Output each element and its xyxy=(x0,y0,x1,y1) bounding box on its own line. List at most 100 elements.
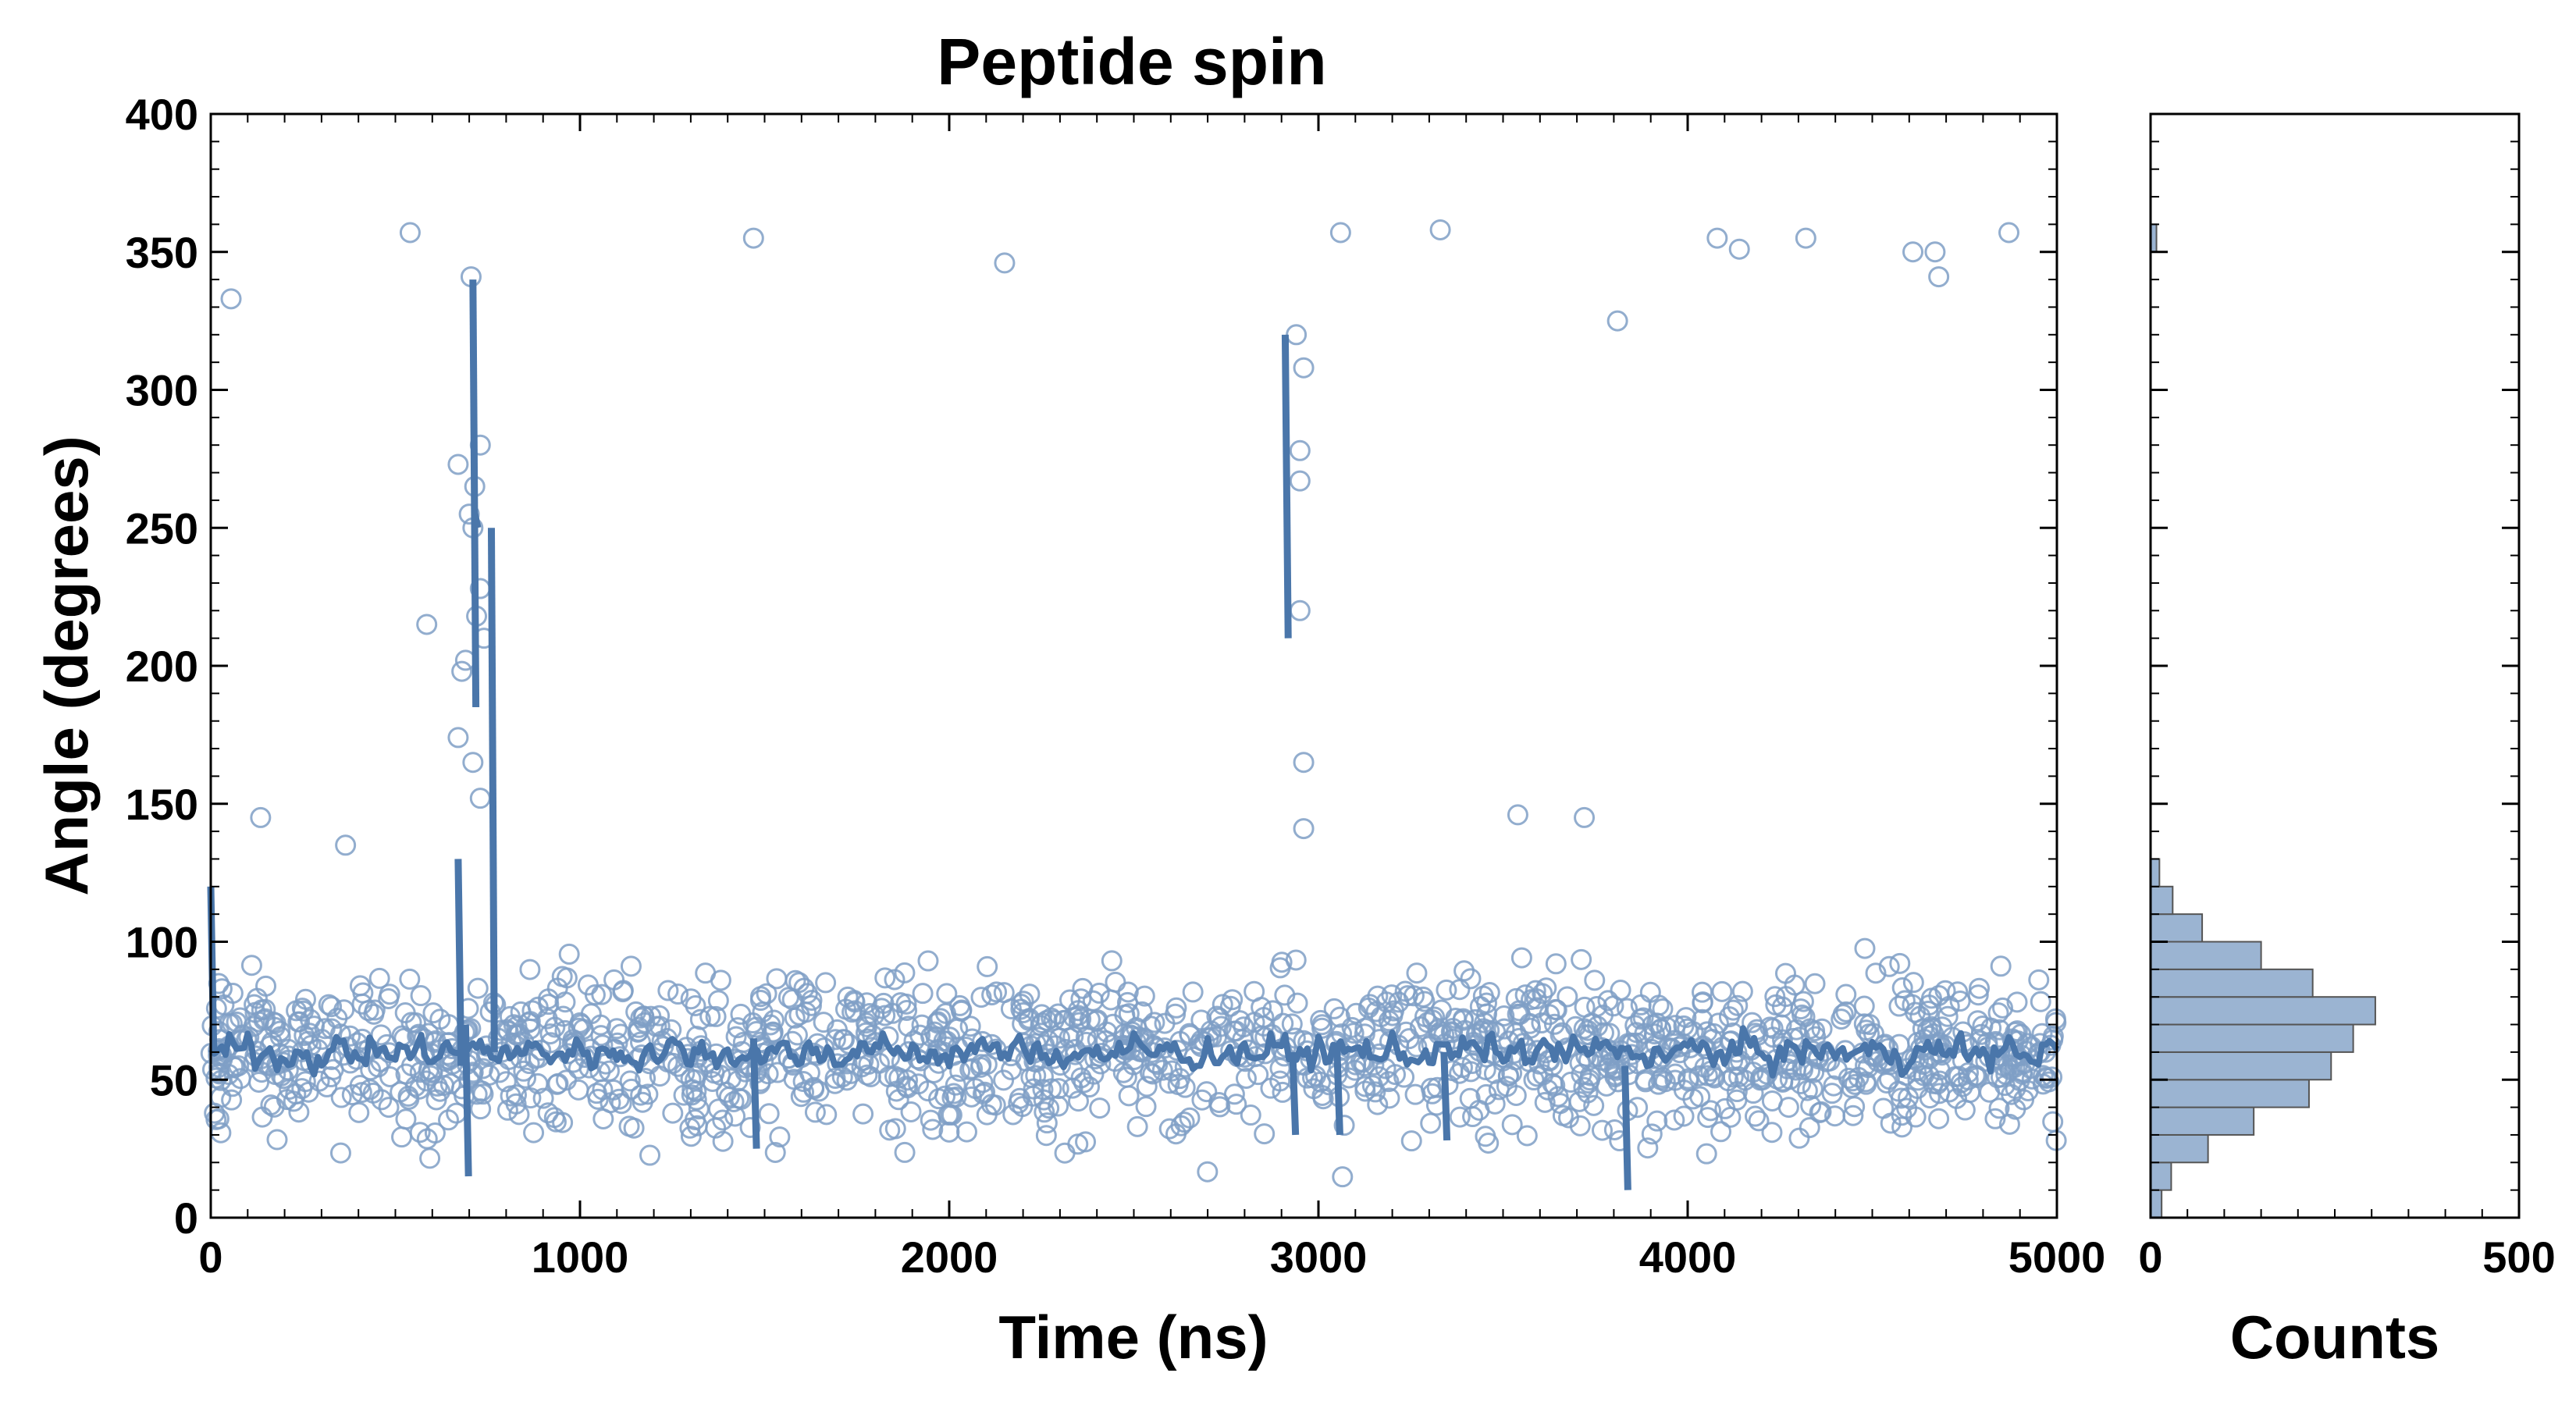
scatter-point xyxy=(1269,1058,1291,1080)
scatter-point xyxy=(523,1122,545,1144)
scatter-point xyxy=(851,1056,873,1078)
scatter-point xyxy=(1664,1015,1686,1037)
scatter-point xyxy=(467,977,489,999)
scatter-point xyxy=(1558,1107,1580,1129)
scatter-point xyxy=(1212,994,1233,1016)
scatter-point xyxy=(1920,1016,1942,1037)
histogram-bar xyxy=(2150,1106,2255,1136)
scatter-point xyxy=(1235,1067,1257,1089)
scatter-point xyxy=(917,1080,939,1102)
scatter-point xyxy=(368,967,390,989)
scatter-point xyxy=(1165,1123,1187,1145)
line-excursion xyxy=(454,859,465,1066)
scatter-point xyxy=(1332,1166,1354,1188)
x-tick-label: 3000 xyxy=(1270,1232,1368,1282)
scatter-point xyxy=(1688,1065,1710,1087)
scatter-point xyxy=(1835,984,1857,1005)
scatter-point xyxy=(1483,1062,1505,1084)
scatter-point xyxy=(360,1059,382,1081)
scatter-point xyxy=(912,983,934,1005)
scatter-point xyxy=(1493,1005,1515,1027)
scatter-point xyxy=(1714,1097,1736,1119)
scatter-point xyxy=(351,993,373,1015)
histogram-bars xyxy=(2150,223,2376,1219)
scatter-point xyxy=(1210,1016,1232,1037)
scatter-point xyxy=(1571,1063,1592,1085)
scatter-point xyxy=(1966,1065,1987,1087)
scatter-point xyxy=(974,1081,996,1103)
scatter-point xyxy=(1790,1072,1812,1094)
y-tick-label: 250 xyxy=(126,503,198,553)
hist-x-tick-label: 0 xyxy=(2138,1232,2162,1282)
scatter-point xyxy=(508,1104,530,1126)
scatter-point xyxy=(612,981,634,1003)
scatter-point xyxy=(1928,1083,1950,1104)
scatter-point xyxy=(1329,222,1351,244)
scatter-point xyxy=(1036,1112,1058,1134)
scatter-point xyxy=(1505,1084,1527,1106)
scatter-point xyxy=(619,1070,641,1092)
scatter-point xyxy=(695,962,717,984)
scatter-point xyxy=(1293,818,1315,840)
scatter-point xyxy=(1151,1059,1173,1081)
scatter-point xyxy=(1139,1062,1161,1083)
scatter-point xyxy=(537,1102,559,1124)
scatter-point xyxy=(1118,1085,1140,1107)
scatter-point xyxy=(758,1103,780,1125)
scatter-point xyxy=(1281,1013,1303,1035)
scatter-point xyxy=(1378,1071,1400,1093)
scatter-point xyxy=(1048,1003,1069,1025)
scatter-point xyxy=(1516,1125,1538,1147)
scatter-point xyxy=(244,994,265,1016)
scatter-point xyxy=(1692,991,1713,1013)
scatter-point xyxy=(639,1144,661,1166)
scatter-point xyxy=(1673,1105,1695,1127)
scatter-point xyxy=(2005,1078,2026,1100)
scatter-point xyxy=(816,1104,838,1126)
scatter-point xyxy=(1115,1066,1137,1088)
scatter-point xyxy=(1063,1006,1085,1028)
scatter-point xyxy=(513,1060,535,1082)
scatter-point xyxy=(1677,1018,1699,1040)
scatter-point xyxy=(1285,949,1307,971)
line-excursion xyxy=(749,1038,760,1149)
scatter-point xyxy=(1035,1125,1057,1147)
scatter-point xyxy=(477,1043,499,1065)
scatter-point xyxy=(784,1007,806,1029)
scatter-point xyxy=(680,988,702,1010)
scatter-point xyxy=(723,1091,745,1113)
scatter-point xyxy=(977,955,998,977)
scatter-point xyxy=(1646,1110,1668,1132)
scatter-point xyxy=(1136,1076,1158,1097)
scatter-point xyxy=(1341,1016,1363,1038)
scatter-point xyxy=(1223,1020,1245,1042)
scatter-point xyxy=(1105,971,1126,993)
main-axes-ticks: 0 1000 2000 3000 4000 5000 0 50 100 150 200 250 300 3… xyxy=(126,90,2106,1282)
histogram-bar xyxy=(2150,996,2376,1026)
scatter-point xyxy=(250,806,272,828)
scatter-point xyxy=(1865,962,1887,984)
hist-x-tick-label: 500 xyxy=(2482,1232,2555,1282)
scatter-point xyxy=(519,1018,541,1040)
scatter-point xyxy=(1312,1088,1334,1110)
scatter-point xyxy=(1293,752,1315,774)
scatter-point xyxy=(1527,1040,1549,1062)
scatter-point xyxy=(1289,599,1311,621)
scatter-point xyxy=(408,1078,430,1100)
x-tick-label: 2000 xyxy=(901,1232,998,1282)
scatter-point xyxy=(890,992,912,1014)
scatter-point xyxy=(1560,1071,1582,1093)
scatter-point xyxy=(1907,1077,1929,1099)
scatter-point xyxy=(777,987,799,1008)
scatter-point xyxy=(1890,1087,1912,1109)
scatter-point xyxy=(1507,1003,1528,1025)
y-tick-label: 100 xyxy=(126,918,198,967)
scatter-point xyxy=(1891,1104,1912,1126)
scatter-point xyxy=(1507,804,1528,826)
scatter-point xyxy=(1070,1008,1092,1030)
scatter-point xyxy=(519,959,541,980)
histogram-bar xyxy=(2150,1189,2163,1219)
scatter-point xyxy=(888,1067,910,1089)
scatter-point xyxy=(1240,1104,1261,1126)
